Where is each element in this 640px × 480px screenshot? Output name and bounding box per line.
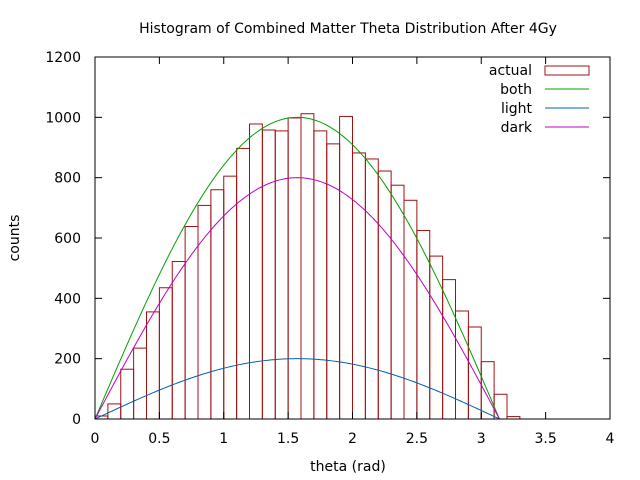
x-tick-label: 2 xyxy=(348,431,357,447)
x-tick-label: 3 xyxy=(477,431,486,447)
histogram-bar xyxy=(300,113,315,420)
y-tick-label: 800 xyxy=(54,171,81,187)
histogram-bar xyxy=(146,311,160,420)
histogram-bar xyxy=(403,199,418,420)
curve-dark xyxy=(94,177,500,420)
y-tick-label: 1000 xyxy=(45,110,81,126)
x-tick-label: 1.5 xyxy=(277,431,299,447)
histogram-bar xyxy=(120,368,135,420)
x-tick-label: 3.5 xyxy=(534,431,556,447)
histogram-bar xyxy=(107,403,122,420)
x-tick-label: 2.5 xyxy=(406,431,428,447)
histogram-bar xyxy=(352,152,366,420)
x-tick-label: 4 xyxy=(606,431,615,447)
histogram-bar xyxy=(364,158,379,420)
histogram-bar xyxy=(236,147,250,420)
histogram-bar xyxy=(287,117,302,420)
histogram-bar xyxy=(210,189,225,420)
chart-title: Histogram of Combined Matter Theta Distr… xyxy=(139,21,557,37)
x-tick-label: 0 xyxy=(91,431,100,447)
histogram-bar xyxy=(184,226,199,420)
histogram-bar xyxy=(133,347,147,420)
y-tick-label: 0 xyxy=(72,412,81,428)
axis-ticks: 0 0.5 1 1.5 2 2.5 3 3.5 4 0 200 400 600 800 1000 1200 xyxy=(45,50,614,447)
x-tick-label: 0.5 xyxy=(148,431,170,447)
histogram-bar xyxy=(493,393,508,420)
plot-area: 0 0.5 1 1.5 2 2.5 3 3.5 4 0 200 400 600 800 1000 1200 xyxy=(45,50,614,447)
legend-swatch-actual xyxy=(544,65,590,76)
legend-label-dark: dark xyxy=(501,120,533,136)
histogram-bar xyxy=(313,130,328,420)
legend: actual both light dark xyxy=(489,63,590,136)
curve-both xyxy=(94,116,500,420)
histogram-bar xyxy=(455,310,469,420)
y-tick-label: 400 xyxy=(54,291,81,307)
histogram-bar xyxy=(429,255,444,420)
y-tick-label: 200 xyxy=(54,352,81,368)
histogram-bar xyxy=(274,130,289,420)
histogram-bar xyxy=(249,123,263,420)
histogram-bar xyxy=(223,175,238,420)
legend-label-actual: actual xyxy=(489,63,532,79)
y-tick-label: 600 xyxy=(54,231,81,247)
y-axis-title: counts xyxy=(7,215,23,262)
fit-curves xyxy=(94,116,500,420)
histogram-bar xyxy=(377,170,392,420)
x-axis-title: theta (rad) xyxy=(310,459,386,475)
curve-light xyxy=(94,358,500,420)
histogram-bar xyxy=(171,261,186,420)
histogram-bars xyxy=(94,113,521,420)
x-tick-label: 1 xyxy=(219,431,228,447)
y-tick-label: 1200 xyxy=(45,50,81,66)
legend-label-both: both xyxy=(500,82,532,98)
histogram-bar xyxy=(339,115,353,420)
histogram-bar xyxy=(158,287,173,420)
legend-label-light: light xyxy=(501,101,533,117)
histogram-bar xyxy=(261,129,276,420)
histogram-bar xyxy=(390,184,405,420)
